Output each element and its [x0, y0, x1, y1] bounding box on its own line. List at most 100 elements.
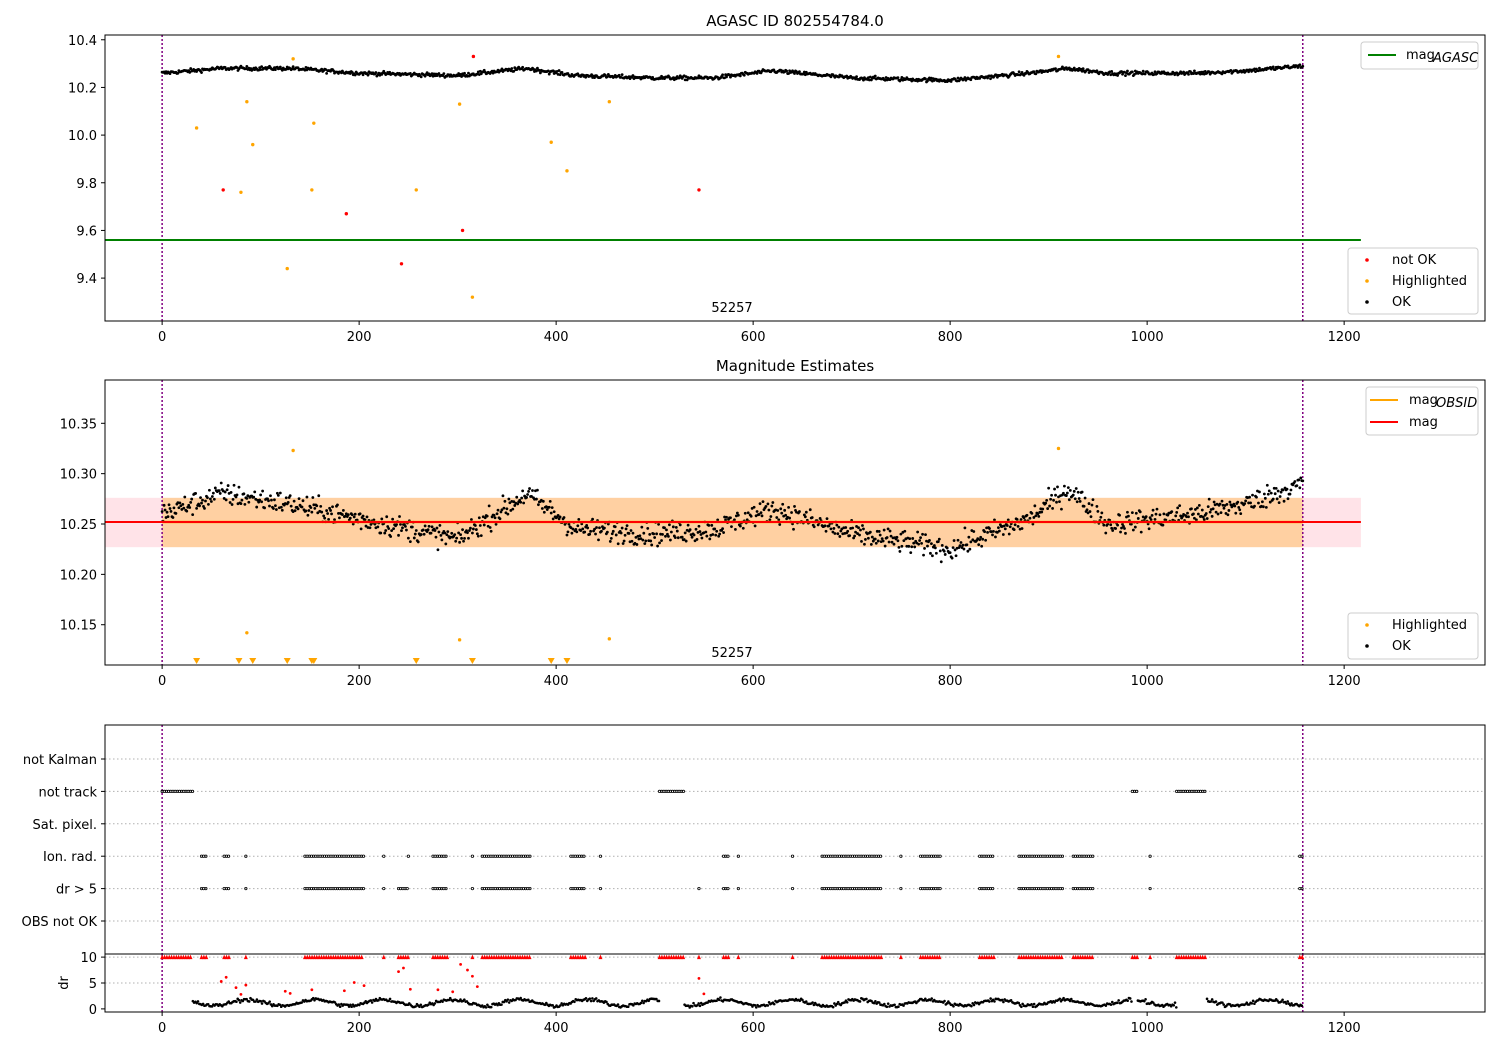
ok-point [1253, 504, 1256, 508]
dr-ok-point [1000, 998, 1004, 1002]
ok-point [487, 504, 491, 508]
chart-title-agasc: AGASC ID 802554784.0 [706, 12, 884, 30]
ok-point [509, 509, 513, 512]
ok-point [682, 538, 686, 541]
flag-point [1203, 789, 1207, 794]
dr-not-ok-point [459, 962, 462, 966]
ok-point [179, 504, 183, 508]
ok-point [924, 533, 927, 536]
dr-ok-point [1151, 1001, 1155, 1004]
ok-point [1085, 508, 1089, 512]
highlighted-point [549, 140, 553, 144]
ok-point [279, 505, 283, 509]
ok-point [972, 530, 976, 533]
dr-ok-point [1021, 1002, 1024, 1006]
plot-data [105, 35, 1361, 1012]
ok-point [680, 535, 684, 539]
ok-point [931, 554, 934, 558]
ok-point [199, 496, 202, 500]
dr-not-ok-point [342, 989, 346, 993]
dr-ok-point [1288, 1004, 1292, 1007]
ok-point [189, 500, 193, 504]
ok-point [446, 530, 450, 534]
agasc-xtick-label: 800 [938, 330, 963, 345]
ok-point [655, 532, 659, 536]
ok-point [853, 534, 856, 538]
ok-point [1003, 527, 1007, 531]
dr-ok-point [719, 996, 722, 999]
ok-point [1002, 524, 1006, 528]
dr-xtick-label: 0 [158, 1021, 166, 1036]
ok-point [1197, 503, 1201, 507]
dr-ok-point [377, 998, 380, 1002]
ok-point [434, 535, 438, 539]
dr-ok-point [414, 1005, 417, 1008]
ok-point [697, 524, 701, 528]
ok-point [866, 536, 870, 540]
ok-point [195, 506, 199, 510]
ok-point [312, 503, 316, 507]
dr-ok-point [260, 1002, 264, 1005]
ok-point [775, 516, 779, 519]
ok-point [598, 526, 601, 530]
ok-point [453, 533, 457, 536]
dr-not-ok-point [352, 981, 356, 984]
dr-ok-point [560, 1002, 563, 1005]
highlighted-point [194, 126, 199, 130]
ok-point [715, 529, 719, 533]
ok-point [330, 512, 333, 516]
ok-point [630, 539, 634, 543]
ok-point [405, 528, 408, 532]
ok-point [704, 530, 708, 534]
flag-point [991, 886, 995, 891]
ok-point [274, 504, 277, 508]
ok-point [992, 529, 995, 533]
ok-point [864, 538, 867, 541]
ok-point [810, 516, 814, 519]
ok-point [892, 542, 896, 546]
highlighted-point [414, 188, 418, 192]
ok-point [705, 534, 709, 538]
legend-label: Highlighted [1392, 274, 1467, 289]
ok-point [804, 510, 808, 514]
ok-point [210, 495, 214, 498]
ok-point [581, 527, 585, 531]
ok-point [776, 509, 780, 512]
ok-point [986, 530, 989, 534]
not-ok-point [399, 262, 404, 266]
ok-point [570, 531, 574, 535]
ok-point [766, 502, 770, 506]
ok-point [328, 506, 331, 510]
dr-ok-point [1009, 998, 1013, 1002]
ok-point [753, 524, 757, 528]
dr-ok-point [897, 1005, 900, 1009]
flag-point [1300, 886, 1304, 891]
ok-point [363, 518, 367, 522]
legend-subscript-obsid: OBSID [1436, 396, 1477, 411]
dr-ok-point [690, 1005, 694, 1008]
ok-point [1144, 515, 1148, 519]
ok-point [280, 508, 284, 512]
flag-point [406, 854, 410, 858]
highlighted-point [457, 638, 462, 642]
ok-point [439, 533, 443, 537]
ok-point [948, 551, 952, 555]
ok-point [258, 498, 262, 502]
ok-point [455, 536, 459, 540]
ok-point [952, 539, 956, 542]
dr-ok-point [930, 997, 934, 1000]
flag-point [938, 886, 942, 891]
dr-ok-point [245, 997, 248, 1001]
ok-point [686, 523, 690, 527]
dr-ok-point [804, 1000, 808, 1003]
ok-point [463, 71, 466, 75]
ok-point [1056, 485, 1059, 489]
ok-point [380, 517, 384, 521]
ok-point [1158, 513, 1162, 517]
ok-point [642, 531, 646, 535]
ok-point [430, 525, 434, 529]
ok-point [855, 75, 858, 79]
dr-not-ok-point [408, 987, 412, 991]
ok-point [545, 508, 549, 511]
ok-point [967, 535, 971, 539]
